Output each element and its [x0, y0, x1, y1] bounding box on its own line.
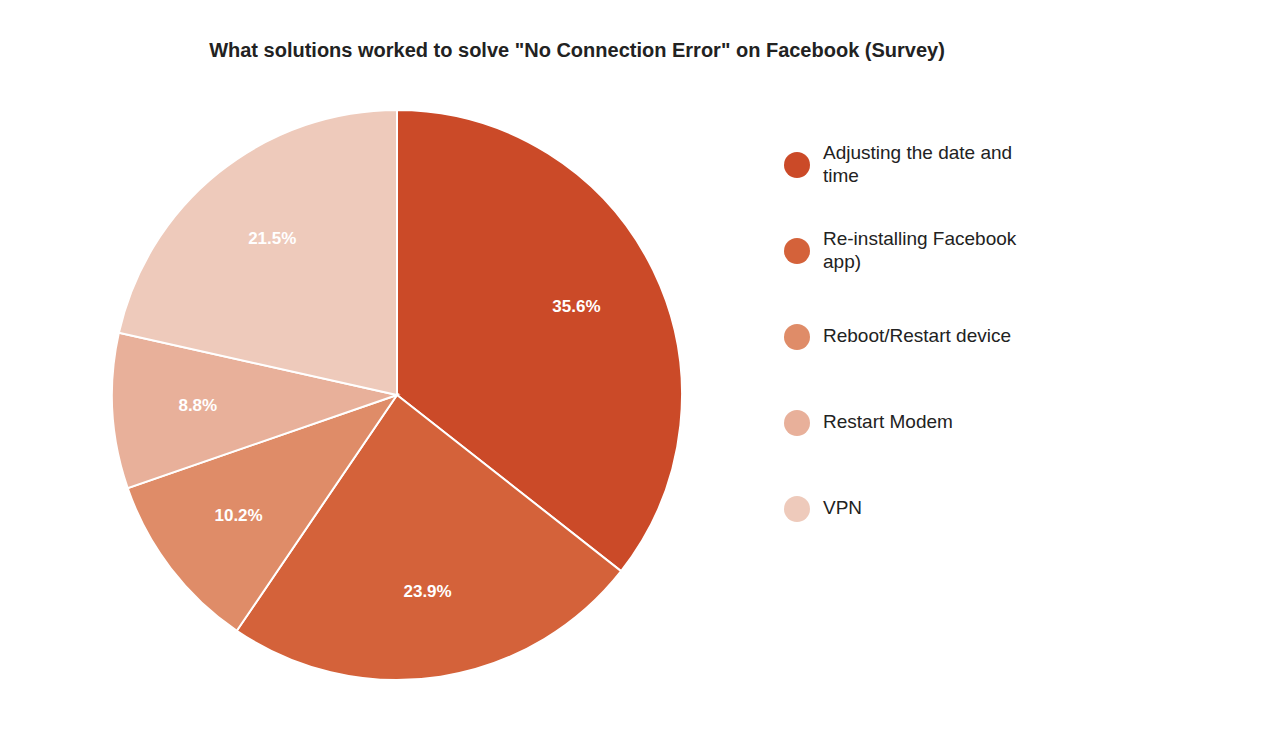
- data-labels: 35.6% 23.9% 10.2% 8.8% 21.5%: [178, 229, 600, 601]
- data-label: 8.8%: [178, 396, 217, 415]
- legend-label-line: Re-installing Facebook: [823, 228, 1017, 249]
- pie-slice: [119, 110, 397, 395]
- chart-title: What solutions worked to solve "No Conne…: [209, 39, 945, 61]
- legend-label-line: Reboot/Restart device: [823, 325, 1011, 346]
- legend-label: VPN: [823, 497, 862, 518]
- data-label: 21.5%: [248, 229, 296, 248]
- legend-label-line: app): [823, 251, 861, 272]
- legend-label: Reboot/Restart device: [823, 325, 1011, 346]
- legend-marker: [784, 410, 810, 436]
- data-label: 10.2%: [214, 506, 262, 525]
- chart-svg: What solutions worked to solve "No Conne…: [0, 0, 1282, 752]
- chart-container: What solutions worked to solve "No Conne…: [0, 0, 1282, 752]
- legend-label-line: Adjusting the date and: [823, 142, 1012, 163]
- legend-label-line: VPN: [823, 497, 862, 518]
- legend-marker: [784, 152, 810, 178]
- legend-label: Restart Modem: [823, 411, 953, 432]
- background: [0, 0, 1282, 752]
- legend-marker: [784, 238, 810, 264]
- legend-label-line: time: [823, 165, 859, 186]
- legend-label: Adjusting the date andtime: [823, 142, 1012, 186]
- legend-marker: [784, 324, 810, 350]
- data-label: 35.6%: [552, 297, 600, 316]
- legend-label-line: Restart Modem: [823, 411, 953, 432]
- slices: [112, 110, 682, 680]
- data-label: 23.9%: [403, 582, 451, 601]
- legend: Adjusting the date andtime Re-installing …: [784, 142, 1017, 522]
- legend-marker: [784, 496, 810, 522]
- legend-label: Re-installing Facebookapp): [823, 228, 1017, 272]
